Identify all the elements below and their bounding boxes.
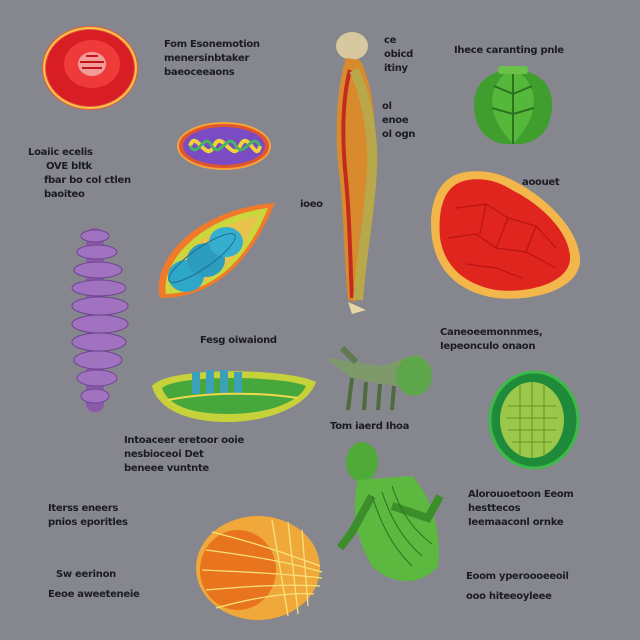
label-9-line: Caneoeemonnmes, [440, 327, 543, 338]
label-4-line: ol ogn [382, 129, 416, 140]
label-14-line: Eeoe aweeteneie [48, 589, 140, 600]
label-5-line: baoiteo [44, 189, 85, 200]
mitochondrion-icon [177, 122, 271, 170]
green-leaf-organ-icon [474, 66, 552, 144]
label-8-line: Fesg oiwaiond [200, 335, 277, 346]
human-body-icon [336, 32, 378, 314]
label-12: Iterss eneers pnios eporitles [48, 502, 128, 530]
label-2-line: Ihece caranting pnle [454, 45, 564, 56]
label-14-line: Sw eerinon [56, 569, 116, 580]
label-13-line: hesttecos [468, 503, 521, 514]
red-cell-icon [42, 26, 138, 110]
label-15: Eoom yperoooeeoil ooo hiteeoyleee [466, 570, 569, 604]
label-13: Alorouoetoon Eeom hesttecos Ieemaaconl o… [468, 488, 574, 530]
spine-icon [71, 228, 129, 412]
label-12-line: Iterss eneers [48, 503, 119, 514]
label-9: Caneoeemonnmes, Iepeonculo onaon [440, 326, 543, 354]
red-tissue-icon [431, 171, 581, 299]
label-1-line: menersinbtaker [164, 53, 250, 64]
boat-organelle-icon [152, 370, 316, 422]
label-3-line: itiny [384, 63, 408, 74]
label-12-line: pnios eporitles [48, 517, 128, 528]
label-10: Tom iaerd Ihoa [330, 420, 409, 434]
green-figure-icon [336, 442, 444, 581]
label-13-line: Ieemaaconl ornke [468, 517, 564, 528]
label-11-line: beneee vuntnte [124, 463, 209, 474]
label-4: ol enoe ol ogn [382, 100, 415, 142]
label-1: Fom Esonemotion menersinbtaker baeoceeao… [164, 38, 260, 80]
label-15-line: Eoom yperoooeeoil [466, 571, 569, 582]
label-5-line: Loaiic ecelis [28, 147, 93, 158]
label-7: ioeo [300, 198, 323, 212]
label-13-line: Alorouoetoon Eeom [468, 489, 574, 500]
label-5-line: fbar bo col ctlen [44, 175, 131, 186]
label-15-line: ooo hiteeoyleee [466, 591, 552, 602]
label-11-line: Intoaceer eretoor ooie [124, 435, 244, 446]
plant-structure-icon [326, 345, 432, 411]
label-2: Ihece caranting pnle [454, 44, 564, 58]
label-9-line: Iepeonculo onaon [440, 341, 536, 352]
label-4-line: ol [382, 101, 392, 112]
label-5-line: OVE bltk [46, 161, 92, 172]
label-14: Sw eerinon Eeoe aweeteneie [48, 568, 140, 602]
label-11-line: nesbioceoi Det [124, 449, 204, 460]
label-3: ce obicd itiny [384, 34, 413, 76]
orange-bulb-icon [196, 516, 323, 620]
label-6-line: aoouet [522, 177, 560, 188]
label-4-line: enoe [382, 115, 409, 126]
label-5: Loaiic ecelis OVE bltk fbar bo col ctlen… [28, 146, 131, 202]
label-8: Fesg oiwaiond [200, 334, 277, 348]
label-1-line: Fom Esonemotion [164, 39, 260, 50]
label-1-line: baeoceeaons [164, 67, 235, 78]
label-3-line: obicd [384, 49, 414, 60]
label-3-line: ce [384, 35, 397, 46]
green-seed-icon [488, 370, 580, 470]
label-7-line: ioeo [300, 199, 323, 210]
label-11: Intoaceer eretoor ooie nesbioceoi Det be… [124, 434, 244, 476]
label-6: aoouet [522, 176, 560, 190]
label-10-line: Tom iaerd Ihoa [330, 421, 410, 432]
seed-pod-icon [158, 203, 275, 298]
